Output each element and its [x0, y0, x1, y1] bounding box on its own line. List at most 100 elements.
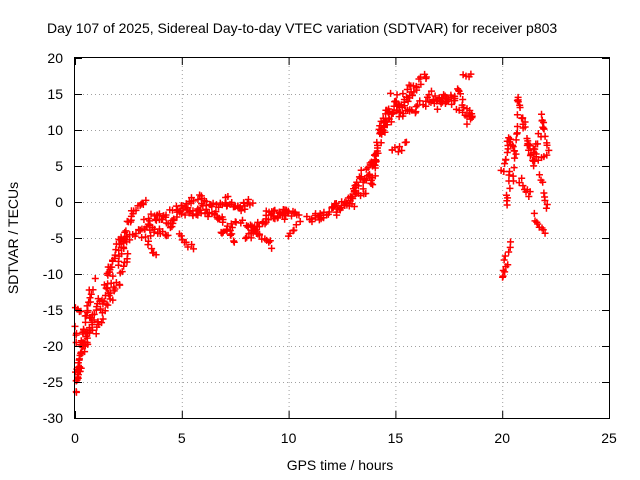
data-point: [152, 251, 160, 259]
data-point: [136, 226, 144, 234]
data-point: [501, 252, 509, 260]
data-point: [90, 310, 98, 318]
data-point: [274, 213, 282, 221]
x-axis-label: GPS time / hours: [287, 457, 394, 473]
data-point: [392, 98, 400, 106]
data-point: [230, 238, 238, 246]
data-point: [545, 146, 553, 154]
data-point: [408, 91, 416, 99]
data-point: [531, 157, 539, 165]
data-point: [109, 272, 117, 280]
y-tick-label: 15: [47, 86, 63, 102]
y-tick-label: -30: [43, 410, 63, 426]
data-point: [538, 110, 546, 118]
data-point: [509, 172, 517, 180]
data-point: [238, 216, 246, 224]
data-point: [111, 285, 119, 293]
data-point: [177, 232, 185, 240]
data-point: [72, 331, 80, 339]
data-point: [371, 172, 379, 180]
data-point: [139, 201, 147, 209]
data-point: [77, 307, 85, 315]
data-point: [403, 85, 411, 93]
data-point: [251, 227, 259, 235]
data-point: [427, 87, 435, 95]
data-point: [362, 190, 370, 198]
y-tick-label: -5: [51, 230, 64, 246]
data-point: [103, 285, 111, 293]
data-point: [381, 118, 389, 126]
data-point: [89, 286, 97, 294]
data-point: [503, 149, 511, 157]
data-point: [216, 214, 224, 222]
data-point: [215, 203, 223, 211]
data-point: [120, 262, 128, 270]
data-point: [516, 104, 524, 112]
data-point: [99, 315, 107, 323]
data-point: [244, 195, 252, 203]
data-point: [295, 211, 303, 219]
x-tick-label: 0: [71, 430, 79, 446]
data-point: [519, 182, 527, 190]
data-point: [132, 206, 140, 214]
data-point: [511, 154, 519, 162]
data-point: [247, 234, 255, 242]
y-tick-label: 20: [47, 50, 63, 66]
data-point: [460, 103, 468, 111]
data-points: [71, 70, 553, 396]
data-point: [146, 217, 154, 225]
data-point: [264, 216, 272, 224]
data-point: [255, 223, 263, 231]
data-point: [138, 199, 146, 207]
data-point: [100, 297, 108, 305]
data-point: [252, 226, 260, 234]
data-point: [400, 96, 408, 104]
data-point: [75, 355, 83, 363]
data-point: [296, 217, 304, 225]
data-point: [228, 198, 236, 206]
y-tick-labels: -30 -25 -20 -15 -10 -5 0 5 10 15 20: [43, 50, 63, 426]
data-point: [391, 144, 399, 152]
data-point: [512, 150, 520, 158]
data-point: [381, 128, 389, 136]
data-point: [372, 158, 380, 166]
x-tick-labels: 0 5 10 15 20 25: [71, 430, 617, 446]
data-point: [81, 312, 89, 320]
data-point: [463, 120, 471, 128]
gridlines: [75, 58, 609, 418]
data-point: [530, 209, 538, 217]
data-point: [219, 228, 227, 236]
data-point: [540, 125, 548, 133]
data-point: [468, 112, 476, 120]
data-point: [102, 284, 110, 292]
x-tick-label: 20: [494, 430, 510, 446]
data-point: [525, 140, 533, 148]
data-point: [219, 218, 227, 226]
data-point: [184, 243, 192, 251]
data-point: [116, 281, 124, 289]
data-point: [361, 175, 369, 183]
data-point: [534, 220, 542, 228]
data-point: [265, 238, 273, 246]
data-point: [205, 209, 213, 217]
data-point: [212, 208, 220, 216]
data-point: [422, 73, 430, 81]
data-point: [369, 181, 377, 189]
data-point: [256, 231, 264, 239]
data-point: [144, 237, 152, 245]
data-point: [504, 194, 512, 202]
data-point: [504, 261, 512, 269]
data-point: [502, 156, 510, 164]
data-point: [155, 210, 163, 218]
data-point: [308, 215, 316, 223]
data-point: [510, 164, 518, 172]
data-point: [404, 97, 412, 105]
data-point: [189, 207, 197, 215]
data-point: [74, 373, 82, 381]
data-point: [416, 97, 424, 105]
axis-ticks: [75, 58, 610, 419]
data-point: [86, 298, 94, 306]
y-tick-label: -25: [43, 374, 63, 390]
x-tick-label: 15: [388, 430, 404, 446]
data-point: [333, 211, 341, 219]
